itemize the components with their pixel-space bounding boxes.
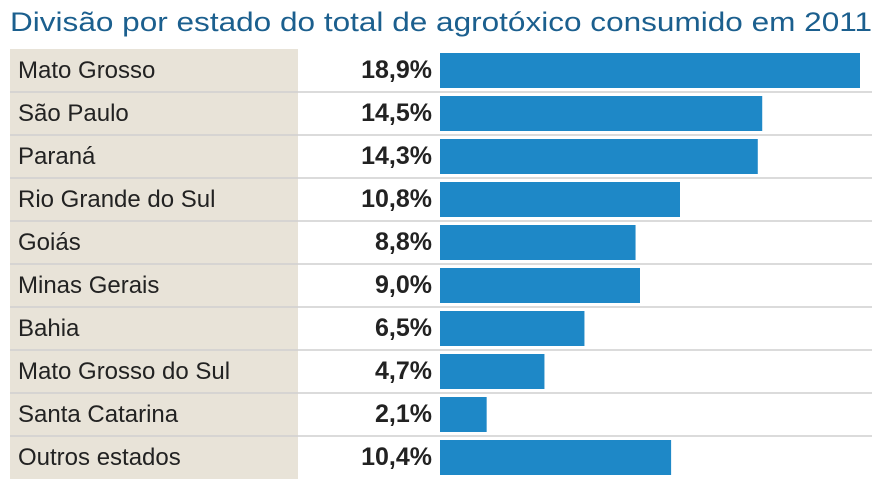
bar [440,96,763,131]
bar [440,182,680,217]
value-label: 14,3% [361,142,432,170]
category-label: Outros estados [18,444,181,471]
value-label: 6,5% [375,314,432,342]
bar [440,311,585,346]
value-label: 18,9% [361,56,432,84]
category-label: Mato Grosso do Sul [18,358,230,385]
category-label: Paraná [18,143,96,170]
bar [440,53,860,88]
chart-title: Divisão por estado do total de agrotóxic… [10,7,872,37]
bar [440,225,636,260]
category-label: Rio Grande do Sul [18,186,215,213]
category-label: Goiás [18,229,81,256]
value-label: 14,5% [361,99,432,127]
category-label: São Paulo [18,100,129,127]
value-label: 4,7% [375,357,432,385]
category-label: Minas Gerais [18,272,159,299]
bar [440,354,545,389]
value-label: 10,8% [361,185,432,213]
category-label: Bahia [18,315,80,342]
value-label: 8,8% [375,228,432,256]
bar [440,440,672,475]
bar [440,397,487,432]
bar [440,139,758,174]
value-label: 2,1% [375,400,432,428]
bar [440,268,640,303]
value-label: 10,4% [361,443,432,471]
category-label: Santa Catarina [18,401,179,428]
value-label: 9,0% [375,271,432,299]
category-label: Mato Grosso [18,57,155,84]
